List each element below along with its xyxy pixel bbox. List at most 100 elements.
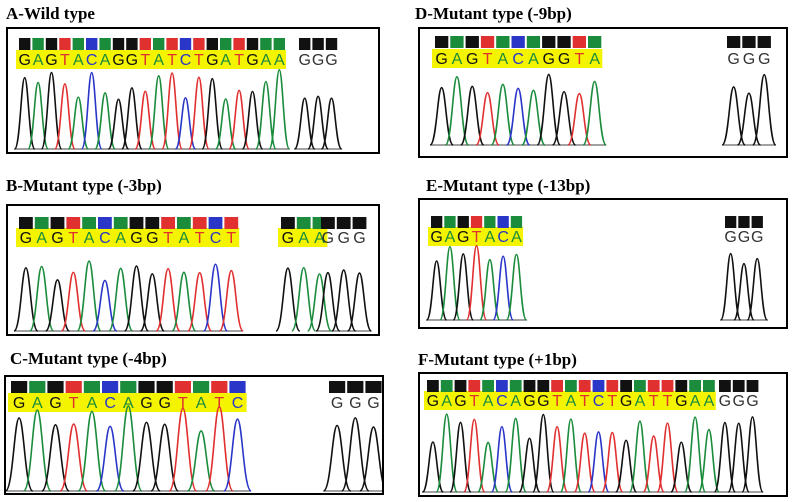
- trace-peak-T: [188, 76, 210, 150]
- base-quality-box: [757, 36, 771, 48]
- base-quality-box: [138, 381, 155, 393]
- base-letter: T: [552, 393, 562, 410]
- trace-peak-G: [746, 257, 769, 321]
- trace-peak-G: [322, 424, 352, 492]
- base-quality-box: [523, 380, 536, 392]
- base-quality-box: [329, 381, 346, 393]
- base-letter: G: [743, 51, 755, 68]
- trace-peak-T: [187, 272, 213, 332]
- base-quality-box: [572, 36, 586, 48]
- trace-peak-G: [741, 416, 764, 493]
- base-quality-box: [325, 38, 338, 50]
- base-letter: G: [537, 393, 549, 410]
- trace-peak-A: [479, 258, 501, 321]
- trace-peak-G: [41, 424, 70, 492]
- base-quality-box: [496, 36, 510, 48]
- base-quality-box: [19, 217, 33, 229]
- trace-peak-T: [218, 269, 244, 332]
- trace-peak-A: [94, 92, 116, 150]
- base-letter: A: [690, 393, 701, 410]
- base-letter: T: [580, 393, 590, 410]
- base-letter: G: [430, 229, 442, 246]
- trace-peak-A: [439, 246, 461, 321]
- trace-peak-G: [727, 422, 750, 493]
- base-letter: G: [325, 52, 337, 69]
- trace-peak-G: [123, 265, 150, 332]
- base-quality-box: [72, 38, 84, 50]
- trace-peak-A: [29, 265, 55, 332]
- trace-peak-G: [733, 262, 755, 321]
- trace-peak-G: [132, 421, 161, 492]
- base-quality-box: [738, 216, 750, 228]
- base-quality-box: [99, 38, 111, 50]
- base-quality-box: [497, 216, 509, 228]
- trace-peak-C: [505, 87, 531, 146]
- base-quality-box: [112, 38, 125, 50]
- base-letter: A: [274, 52, 285, 69]
- base-letter: T: [472, 229, 482, 246]
- base-quality-box: [224, 217, 239, 229]
- trace-peak-A: [697, 428, 721, 493]
- base-letter: G: [18, 52, 30, 69]
- base-quality-box: [179, 38, 192, 50]
- trace-peak-C: [95, 425, 125, 492]
- trace-peak-T: [228, 89, 250, 150]
- trace-peak-G: [736, 92, 762, 146]
- base-quality-box: [29, 381, 46, 393]
- base-letter: G: [158, 395, 170, 412]
- base-letter: A: [528, 51, 539, 68]
- base-letter: A: [33, 52, 44, 69]
- base-letter: G: [751, 229, 763, 246]
- base-quality-box: [450, 36, 464, 48]
- trace-peak-A: [521, 89, 546, 146]
- trace-peak-G: [201, 77, 224, 150]
- base-quality-box: [83, 381, 100, 393]
- base-letter: G: [543, 51, 555, 68]
- base-quality-box: [156, 381, 173, 393]
- base-letter: G: [206, 52, 218, 69]
- trace-peak-G: [614, 439, 638, 493]
- base-quality-box: [565, 380, 577, 392]
- base-letter: A: [220, 52, 231, 69]
- trace-peak-G: [429, 86, 454, 146]
- base-quality-box: [126, 38, 138, 50]
- trace-peak-C: [80, 71, 103, 150]
- base-quality-box: [457, 216, 469, 228]
- base-letter: C: [86, 52, 98, 69]
- base-letter: G: [732, 393, 744, 410]
- base-letter: G: [367, 395, 379, 412]
- base-letter: T: [167, 52, 177, 69]
- trace-peak-C: [492, 255, 514, 321]
- base-letter: G: [322, 230, 334, 247]
- base-quality-box: [431, 216, 443, 228]
- sequence-highlight: [278, 228, 328, 247]
- base-quality-box: [526, 36, 541, 48]
- base-quality-box: [484, 216, 496, 228]
- base-quality-box: [719, 380, 731, 392]
- base-letter: A: [84, 230, 95, 247]
- trace-peak-A: [147, 75, 170, 150]
- base-letter: T: [68, 230, 78, 247]
- base-quality-box: [161, 217, 175, 229]
- trace-peak-A: [444, 76, 470, 146]
- base-quality-box: [59, 38, 71, 50]
- trace-peak-G: [719, 252, 742, 321]
- trace-peak-C: [490, 425, 514, 493]
- base-letter: A: [452, 51, 463, 68]
- trace-peak-G: [721, 86, 746, 146]
- base-quality-box: [542, 36, 556, 48]
- base-letter: G: [349, 395, 361, 412]
- base-letter: G: [312, 52, 324, 69]
- base-quality-box: [296, 217, 311, 229]
- base-letter: A: [589, 51, 600, 68]
- trace-peak-A: [268, 69, 291, 150]
- base-letter: T: [60, 52, 70, 69]
- base-quality-box: [174, 381, 191, 393]
- base-letter: A: [635, 393, 646, 410]
- trace-peak-G: [40, 71, 63, 150]
- trace-peak-G: [139, 273, 165, 332]
- base-letter: A: [179, 230, 190, 247]
